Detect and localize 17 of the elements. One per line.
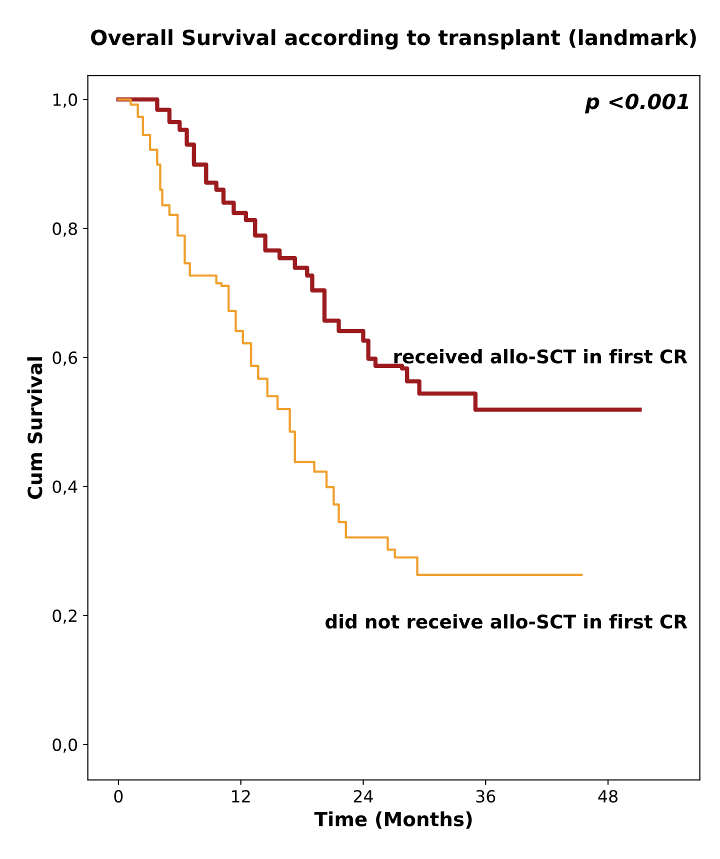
x-tick-label: 24 (354, 790, 373, 802)
y-tick-label: 0,2 (52, 609, 76, 624)
x-tick-label: 36 (476, 790, 496, 803)
y-tick-label: 0,0 (52, 738, 78, 753)
annotation: p <0.001 (584, 94, 688, 114)
text: did not receive allo-SCT in first CR (326, 614, 688, 629)
y-tick-label: 0,4 (52, 480, 78, 495)
series-label: received allo-SCT in first CR (394, 349, 688, 364)
x-axis-title: Time (Months) (314, 811, 472, 829)
y-tick-label: 0,6 (52, 351, 78, 366)
y-tick-label: 1,0 (53, 93, 78, 108)
y-axis-title: Cum Survival (27, 357, 42, 500)
x-tick-label: 12 (232, 790, 250, 802)
y-tick-label: 0,8 (52, 222, 77, 237)
chart-title: Overall Survival according to transplant (landmark) (91, 29, 696, 50)
x-tick-label: 0 (114, 790, 123, 803)
x-tick-label: 48 (598, 790, 618, 803)
